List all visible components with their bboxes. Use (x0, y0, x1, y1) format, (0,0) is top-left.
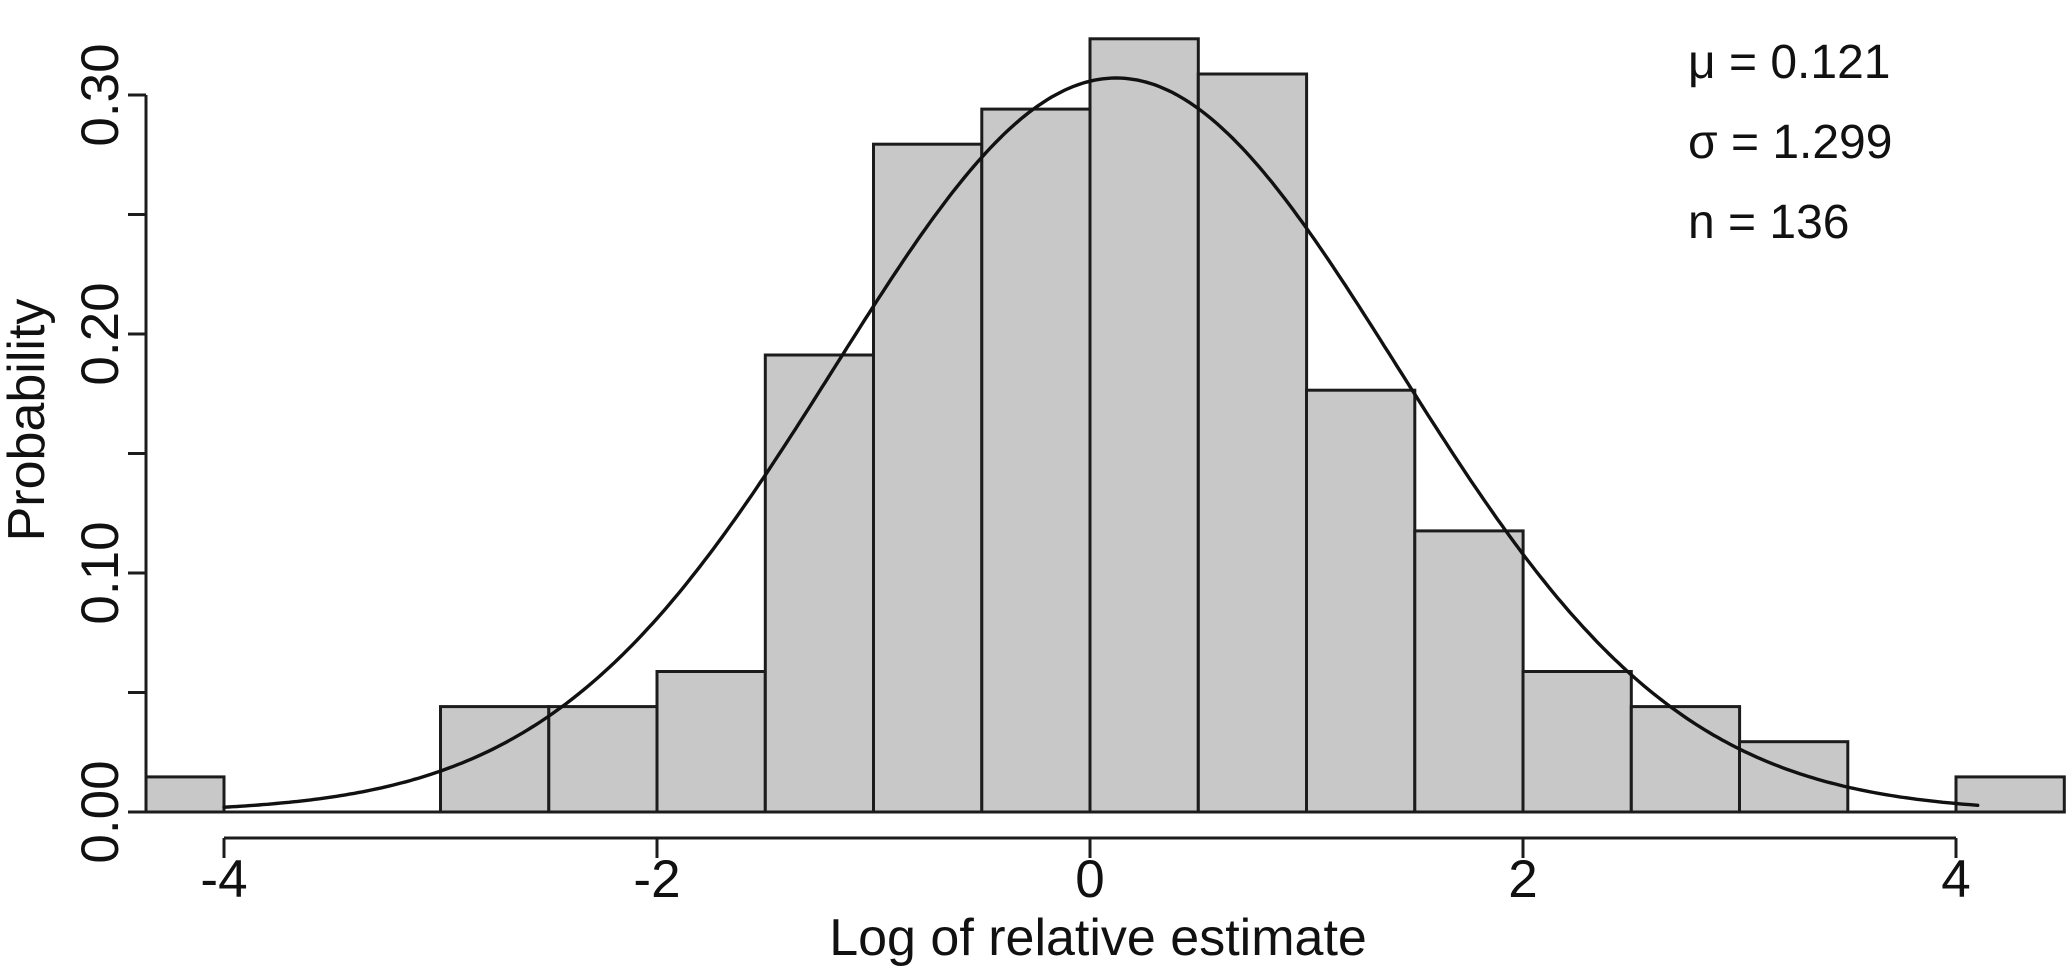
normal-curve (222, 76, 1980, 809)
histogram-bar (1521, 670, 1633, 814)
x-tick-label: 2 (1508, 850, 1537, 909)
histogram-bar (144, 775, 226, 814)
histogram-bars (144, 37, 2066, 814)
histogram-bar (1088, 37, 1200, 814)
y-tick-label: 0.30 (71, 43, 130, 146)
histogram-bar (547, 705, 659, 814)
x-tick-label: 4 (1941, 850, 1970, 909)
histogram-bar (1305, 388, 1417, 814)
x-axis-title: Log of relative estimate (829, 909, 1367, 967)
histogram-bar (1196, 72, 1309, 814)
histogram-bar (1738, 740, 1850, 814)
y-tick-label: 0.10 (71, 521, 130, 624)
stat-sigma: σ = 1.299 (1688, 116, 1892, 169)
y-tick-label: 0.00 (71, 760, 130, 863)
y-axis-ticks: 0.00 0.10 0.20 0.30 (71, 43, 146, 864)
histogram-bar (980, 107, 1092, 814)
y-axis-title: Probability (0, 299, 56, 542)
x-tick-label: -4 (200, 850, 247, 909)
stat-mu: μ = 0.121 (1688, 36, 1890, 89)
histogram-bar (763, 353, 876, 814)
stat-n: n = 136 (1688, 196, 1849, 249)
histogram-bar (1629, 705, 1742, 814)
histogram-bar (439, 705, 551, 814)
histogram-bar (872, 142, 984, 814)
x-tick-label: -2 (633, 850, 680, 909)
y-tick-label: 0.20 (71, 282, 130, 385)
histogram-bar (1413, 529, 1525, 814)
x-tick-label: 0 (1075, 850, 1104, 909)
stats-annotation: μ = 0.121 σ = 1.299 n = 136 (1688, 36, 1892, 249)
x-axis-ticks: -4 -2 0 2 4 (200, 838, 1971, 909)
histogram-bar (655, 670, 767, 814)
histogram-bar (1954, 775, 2066, 814)
